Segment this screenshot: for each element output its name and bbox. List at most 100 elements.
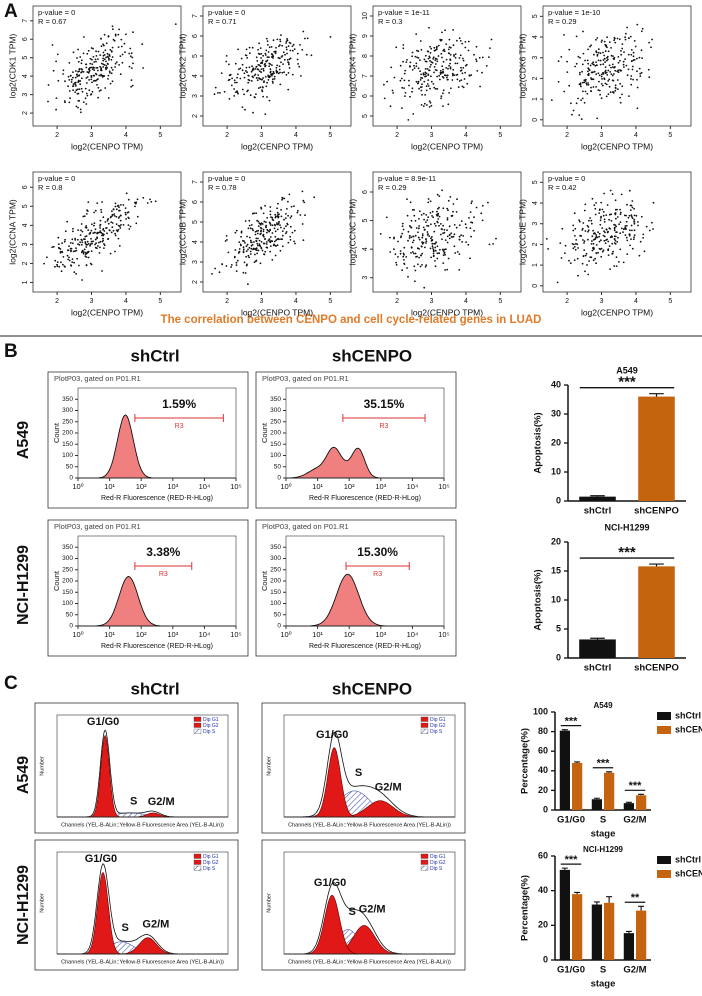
scatter-point-illustration — [423, 102, 426, 105]
scatter-point-illustration — [301, 223, 304, 225]
x-tick-label: shCtrl — [584, 663, 611, 674]
y-tick-label: 7 — [22, 19, 29, 23]
scatter-point-illustration — [420, 76, 422, 79]
y-tick-label: 4 — [192, 240, 199, 244]
scatter-point-illustration — [259, 262, 262, 265]
scatter-point-illustration — [249, 250, 252, 253]
scatter-point-illustration — [452, 203, 455, 205]
scatter-point-illustration — [615, 225, 617, 228]
y-tick-label: 5 — [362, 114, 369, 118]
scatter-point-illustration — [603, 77, 606, 80]
scatter-point-illustration — [409, 65, 411, 67]
scatter-point-illustration — [460, 69, 463, 72]
scatter-point-illustration — [286, 222, 289, 225]
scatter-point-illustration — [88, 69, 91, 72]
stat-annotation: R = 0.3 — [378, 17, 402, 26]
scatter-point-illustration — [238, 68, 240, 71]
scatter-point-illustration — [610, 219, 613, 222]
y-tick-label: 100 — [62, 452, 73, 459]
scatter-point-illustration — [607, 93, 610, 95]
scatter-point-illustration — [436, 252, 439, 255]
scatter-point-illustration — [436, 221, 439, 224]
scatter-point-illustration — [287, 72, 290, 74]
scatter-point-illustration — [624, 225, 627, 227]
scatter-point-illustration — [609, 228, 612, 230]
scatter-point-illustration — [117, 204, 120, 207]
scatter-point-illustration — [633, 236, 635, 239]
scatter-point-illustration — [556, 281, 559, 284]
scatter-point-illustration — [83, 215, 86, 218]
y-tick-label: 150 — [62, 441, 73, 448]
scatter-point-illustration — [625, 220, 628, 223]
scatter-point-illustration — [433, 222, 436, 225]
scatter-point-illustration — [431, 215, 433, 217]
scatter-point-illustration — [440, 97, 442, 100]
y-tick-label: 0 — [532, 118, 539, 122]
scatter-point-illustration — [410, 252, 412, 254]
scatter-point-illustration — [442, 105, 444, 107]
x-tick-label: 5 — [158, 298, 162, 305]
scatter-point-illustration — [248, 236, 251, 239]
scatter-point-illustration — [587, 48, 589, 51]
scatter-point-illustration — [110, 221, 113, 224]
y-tick-label: 150 — [270, 589, 281, 596]
scatter-point-illustration — [464, 223, 467, 226]
scatter-point-illustration — [230, 264, 233, 266]
scatter-point-illustration — [241, 69, 244, 72]
scatter-point-illustration — [102, 234, 104, 237]
scatter-point-illustration — [623, 51, 625, 53]
scatter-point-illustration — [95, 73, 98, 76]
scatter-point-illustration — [622, 231, 624, 234]
scatter-point-illustration — [561, 227, 564, 230]
scatter-point-illustration — [465, 226, 468, 229]
scatter-point-illustration — [606, 55, 609, 58]
scatter-point-illustration — [242, 251, 245, 254]
error-bar — [593, 797, 600, 800]
scatter-point-illustration — [564, 244, 567, 247]
scatter-point-illustration — [282, 63, 284, 65]
scatter-point-illustration — [87, 251, 90, 254]
scatter-point-illustration — [67, 258, 69, 261]
scatter-point-illustration — [447, 103, 450, 106]
scatter-point-illustration — [118, 28, 120, 31]
scatter-point-illustration — [624, 38, 627, 41]
scatter-point-illustration — [434, 88, 437, 90]
scatter-point-illustration — [95, 60, 97, 63]
scatter-point-illustration — [441, 248, 444, 251]
scatter-point-illustration — [574, 65, 576, 68]
scatter-point-illustration — [113, 215, 116, 217]
y-tick-label: 2 — [192, 114, 199, 118]
scatter-point-illustration — [604, 82, 607, 85]
phase-label: S — [130, 796, 137, 808]
phase-label: G2/M — [359, 904, 386, 916]
scatter-point-illustration — [582, 222, 585, 224]
scatter-point-illustration — [57, 243, 60, 246]
scatter-point-illustration — [602, 211, 605, 213]
scatter-point-illustration — [289, 235, 292, 238]
scatter-point-illustration — [141, 43, 144, 46]
scatter-point-illustration — [253, 247, 255, 250]
scatter-point-illustration — [402, 44, 405, 46]
y-tick-label: 2 — [22, 261, 29, 265]
scatter-point-illustration — [255, 230, 258, 233]
scatter-point-illustration — [633, 229, 636, 232]
scatter-point-illustration — [601, 39, 603, 42]
y-tick-label: 2 — [532, 242, 539, 246]
scatter-point-illustration — [84, 242, 87, 245]
scatter-point-illustration — [426, 234, 429, 236]
scatter-point-illustration — [612, 79, 615, 82]
y-tick-label: 5 — [22, 204, 29, 208]
scatter-point-illustration — [588, 219, 590, 222]
cell-cycle-panel — [34, 702, 239, 834]
scatter-point-illustration — [63, 100, 66, 102]
x-tick-label: 10² — [344, 482, 355, 491]
x-axis-label: log2(CENPO TPM) — [411, 307, 483, 317]
percent-label: 3.38% — [146, 545, 180, 559]
scatter-point-illustration — [584, 203, 587, 206]
y-axis-label: log2(CDK6 TPM) — [517, 34, 527, 99]
scatter-point-illustration — [445, 67, 448, 69]
scatter-point-illustration — [86, 71, 89, 73]
scatter-point-illustration — [425, 214, 428, 216]
scatter-point-illustration — [602, 214, 605, 217]
scatter-point-illustration — [629, 209, 632, 212]
